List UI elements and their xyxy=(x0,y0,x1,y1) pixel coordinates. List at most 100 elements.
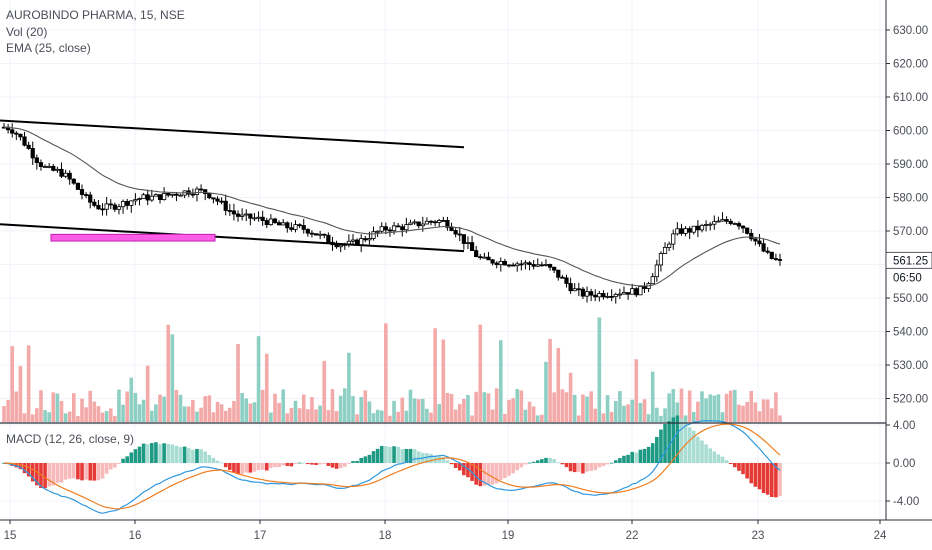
macd-histogram-bar xyxy=(232,463,236,473)
candle-body xyxy=(519,263,524,266)
time-tick-label: 15 xyxy=(4,530,17,542)
macd-histogram-bar xyxy=(429,454,433,463)
symbol-title[interactable]: AUROBINDO PHARMA, 15, NSE xyxy=(6,8,185,22)
macd-histogram-bar xyxy=(728,463,733,465)
candle-body xyxy=(170,193,175,196)
candle-body xyxy=(408,222,413,226)
volume-bar xyxy=(88,390,93,422)
macd-histogram-bar xyxy=(511,463,515,474)
volume-bar xyxy=(35,408,39,422)
volume-bar xyxy=(22,413,27,422)
candle-body xyxy=(129,200,134,206)
candle-body xyxy=(609,296,614,298)
candle-body xyxy=(543,264,549,266)
macd-tick-label: -4.00 xyxy=(893,496,919,508)
candle-body xyxy=(84,194,89,196)
volume-bar xyxy=(154,404,158,422)
volume-bar xyxy=(306,409,310,422)
macd-histogram-bar xyxy=(166,443,171,463)
macd-histogram-bar xyxy=(478,463,483,487)
macd-histogram-bar xyxy=(712,451,717,463)
macd-histogram-bar xyxy=(671,417,676,463)
time-tick-label: 24 xyxy=(874,530,887,542)
volume-bar xyxy=(433,328,437,422)
volume-bar xyxy=(186,406,191,422)
macd-histogram-bar xyxy=(646,446,651,463)
volume-bars xyxy=(2,317,782,422)
candle-body xyxy=(252,217,257,220)
candle-body xyxy=(162,192,167,201)
macd-histogram-bar xyxy=(244,463,249,473)
macd-histogram-bar xyxy=(494,463,499,484)
ema-legend[interactable]: EMA (25, close) xyxy=(6,41,91,55)
macd-histogram-bar xyxy=(675,415,680,463)
candle-body xyxy=(363,238,368,241)
volume-bar xyxy=(330,389,335,422)
vol-legend[interactable]: Vol (20) xyxy=(6,25,48,39)
candle-body xyxy=(338,244,343,248)
volume-bar xyxy=(396,411,400,422)
volume-bar xyxy=(466,394,470,422)
macd-histogram-bar xyxy=(293,463,298,465)
candle-body xyxy=(309,232,315,235)
macd-histogram-bar xyxy=(696,436,700,463)
macd-tick-label: 0.00 xyxy=(893,458,915,470)
candle-body xyxy=(564,277,569,284)
volume-bar xyxy=(269,412,273,422)
candle-body xyxy=(293,224,298,230)
candle-body xyxy=(391,225,397,232)
candle-body xyxy=(79,189,85,195)
volume-bar xyxy=(244,398,249,422)
candle-body xyxy=(445,220,450,228)
price-tick-label: 610.00 xyxy=(893,92,928,104)
macd-histogram-bar xyxy=(59,463,64,483)
volume-bar xyxy=(371,413,376,422)
volume-bar xyxy=(236,344,240,422)
candle-body xyxy=(457,233,462,236)
macd-histogram-bar xyxy=(597,463,602,468)
volume-bar xyxy=(92,401,97,422)
macd-histogram-bar xyxy=(92,463,97,481)
volume-bar xyxy=(121,404,125,422)
candle-body xyxy=(112,204,117,210)
macd-histogram-bar xyxy=(22,463,27,474)
macd-histogram-bar xyxy=(219,462,224,464)
macd-histogram-bar xyxy=(544,457,548,463)
macd-histogram-bar xyxy=(412,449,417,463)
drawings[interactable] xyxy=(0,119,465,253)
candle-body xyxy=(699,224,705,231)
candle-body xyxy=(272,218,278,224)
candle-body xyxy=(745,227,750,234)
macd-histogram-bar xyxy=(400,449,405,463)
macd-histogram-bar xyxy=(281,463,285,466)
candle-body xyxy=(523,262,528,265)
candle-body xyxy=(515,263,520,267)
candle-body xyxy=(613,293,618,298)
candle-body xyxy=(621,292,627,295)
volume-bar xyxy=(47,412,51,422)
macd-histogram-bar xyxy=(71,463,76,479)
candle-body xyxy=(638,286,643,296)
candle-body xyxy=(728,220,733,224)
candle-body xyxy=(511,264,516,267)
volume-bar xyxy=(293,400,298,422)
macd-histogram-bar xyxy=(745,463,749,479)
macd-histogram-bar xyxy=(195,448,199,463)
volume-bar xyxy=(100,412,105,422)
volume-bar xyxy=(724,393,729,422)
candles[interactable] xyxy=(1,123,783,304)
volume-bar xyxy=(334,411,339,422)
price-tick-label: 570.00 xyxy=(893,226,928,238)
macd-legend[interactable]: MACD (12, 26, close, 9) xyxy=(6,432,135,446)
candle-body xyxy=(268,218,273,226)
macd-histogram-bar xyxy=(342,463,347,467)
candle-body xyxy=(667,243,672,248)
candle-body xyxy=(38,162,44,168)
candle-body xyxy=(215,198,220,202)
macd-histogram-bar xyxy=(503,463,507,479)
candle-body xyxy=(75,182,81,190)
candle-body xyxy=(420,223,425,227)
volume-bar xyxy=(663,408,667,422)
macd-histogram-bar xyxy=(96,463,101,481)
